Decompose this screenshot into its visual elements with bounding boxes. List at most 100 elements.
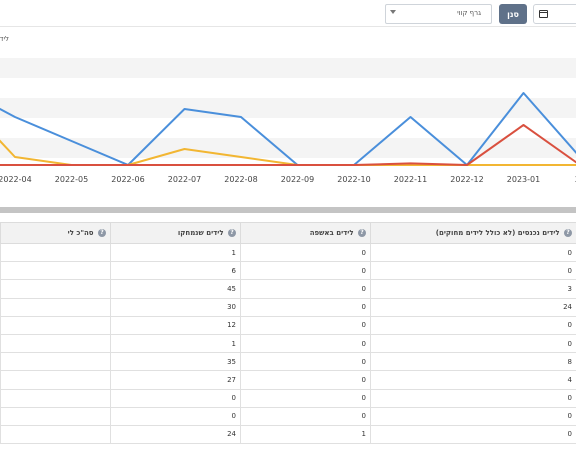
x-tick-label: 2022-04 xyxy=(0,175,32,184)
help-icon[interactable]: ? xyxy=(98,229,106,237)
horizontal-scrollbar[interactable] xyxy=(0,207,576,213)
column-header-content: לידים נכנסים (לא כולל לידים מחוקים) ? xyxy=(436,229,572,237)
table-cell: 0 xyxy=(370,242,576,263)
table-cell xyxy=(0,333,111,354)
table-cell: 0 xyxy=(110,388,241,408)
help-icon[interactable]: ? xyxy=(564,229,572,237)
table-cell: 1 xyxy=(110,333,241,354)
calendar-icon xyxy=(539,10,548,18)
filter-button[interactable]: סנן xyxy=(499,4,527,24)
table-cell: 45 xyxy=(110,279,241,299)
column-header-label: לידים באשפה xyxy=(309,229,354,237)
table-cell: 0 xyxy=(370,424,576,445)
table-cell: 4 xyxy=(370,370,576,390)
column-header-label: לידים נכנסים (לא כולל לידים מחוקים) xyxy=(435,229,560,237)
table-cell: 0 xyxy=(240,297,371,317)
legend: לידים xyxy=(0,35,9,46)
table-cell: 24 xyxy=(110,424,241,445)
header-divider xyxy=(0,26,576,27)
leads-table: סה"כ לי ? לידים שנמחקו ? לידים באשפה ? לידי… xyxy=(0,222,576,445)
table-header-row: סה"כ לי ? לידים שנמחקו ? לידים באשפה ? לידי… xyxy=(0,222,576,244)
line-chart: 2022-04 2022-05 2022-06 2022-07 2022-08 2022-… xyxy=(0,50,576,205)
table-cell: 0 xyxy=(240,388,371,408)
table-row: 35 0 8 xyxy=(0,352,576,372)
x-tick-label: 2022-11 xyxy=(394,175,427,184)
table-body: 1 0 0 6 0 0 45 0 3 30 0 24 12 0 0 1 0 0 35 0 8 27 0 4 0 0 0 0 0 0 24 1 0 xyxy=(0,242,576,445)
table-cell: 0 xyxy=(370,388,576,408)
column-header-label: לידים שנמחקו xyxy=(177,229,224,237)
date-input[interactable] xyxy=(533,4,576,24)
x-tick-label: 2022-10 xyxy=(337,175,370,184)
grid-band xyxy=(0,138,576,158)
series-line-0 xyxy=(0,92,576,166)
column-header[interactable]: לידים נכנסים (לא כולל לידים מחוקים) ? xyxy=(370,222,576,244)
column-header-label: סה"כ לי xyxy=(67,229,94,237)
table-cell: 3 xyxy=(370,279,576,299)
table-cell: 0 xyxy=(240,315,371,335)
column-header-content: סה"כ לי ? xyxy=(68,229,106,237)
table-cell: 0 xyxy=(370,406,576,426)
table-cell xyxy=(0,424,111,445)
chart-type-value: גרף קווי xyxy=(457,9,481,17)
table-row: 45 0 3 xyxy=(0,279,576,299)
help-icon[interactable]: ? xyxy=(358,229,366,237)
series-line-1 xyxy=(0,139,576,166)
table-cell: 0 xyxy=(240,370,371,390)
help-icon[interactable]: ? xyxy=(228,229,236,237)
series-line-2 xyxy=(0,124,576,166)
x-tick-label: 2022-06 xyxy=(111,175,144,184)
table-cell xyxy=(0,406,111,426)
table-cell xyxy=(0,370,111,390)
table-cell: 24 xyxy=(370,297,576,317)
table-cell: 0 xyxy=(370,333,576,354)
table-cell: 8 xyxy=(370,352,576,372)
column-header[interactable]: סה"כ לי ? xyxy=(0,222,111,244)
table-cell: 30 xyxy=(110,297,241,317)
table-row: 27 0 4 xyxy=(0,370,576,390)
column-header[interactable]: לידים שנמחקו ? xyxy=(110,222,241,244)
table-cell: 27 xyxy=(110,370,241,390)
table-cell: 0 xyxy=(370,315,576,335)
table-cell: 0 xyxy=(240,333,371,354)
table-cell: 0 xyxy=(240,279,371,299)
x-tick-label: 2022-07 xyxy=(168,175,201,184)
table-cell: 1 xyxy=(240,424,371,445)
table-cell xyxy=(0,352,111,372)
table-cell: 0 xyxy=(240,261,371,281)
grid-band xyxy=(0,58,576,78)
table-cell: 0 xyxy=(110,406,241,426)
column-header-content: לידים באשפה ? xyxy=(310,229,366,237)
table-cell: 6 xyxy=(110,261,241,281)
table-row: 24 1 0 xyxy=(0,424,576,445)
table-cell: 1 xyxy=(110,242,241,263)
table-cell: 0 xyxy=(240,242,371,263)
table-cell: 35 xyxy=(110,352,241,372)
table-row: 12 0 0 xyxy=(0,315,576,335)
table-cell xyxy=(0,279,111,299)
table-cell: 12 xyxy=(110,315,241,335)
table-cell: 0 xyxy=(240,352,371,372)
x-tick-label: 20 xyxy=(575,175,576,184)
x-tick-label: 2023-01 xyxy=(507,175,540,184)
table-cell xyxy=(0,315,111,335)
legend-text: לידים xyxy=(0,35,9,43)
table-cell xyxy=(0,261,111,281)
x-tick-label: 2022-12 xyxy=(450,175,483,184)
table-cell: 0 xyxy=(370,261,576,281)
grid-band xyxy=(0,98,576,118)
x-tick-label: 2022-08 xyxy=(224,175,257,184)
chart-svg: 2022-04 2022-05 2022-06 2022-07 2022-08 2022-… xyxy=(0,92,576,184)
table-cell xyxy=(0,297,111,317)
chevron-down-icon xyxy=(390,10,396,14)
table-cell: 0 xyxy=(240,406,371,426)
chart-type-select[interactable]: גרף קווי xyxy=(385,4,492,24)
toolbar: סנן גרף קווי xyxy=(0,0,576,27)
column-header[interactable]: לידים באשפה ? xyxy=(240,222,371,244)
table-row: 30 0 24 xyxy=(0,297,576,317)
column-header-content: לידים שנמחקו ? xyxy=(178,229,236,237)
